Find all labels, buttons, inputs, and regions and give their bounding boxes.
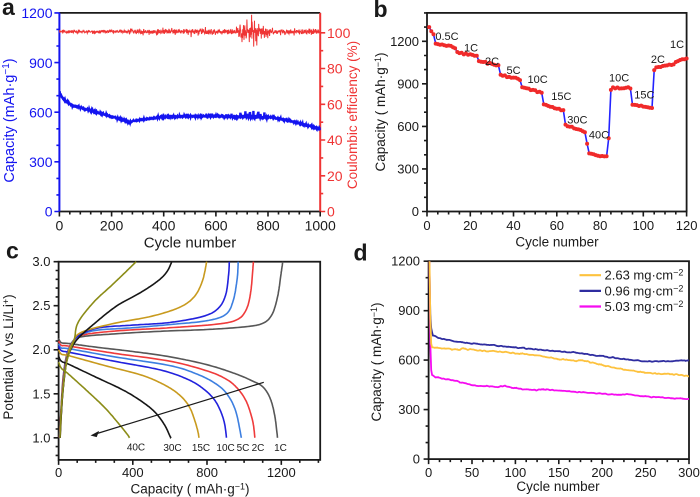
svg-text:0: 0 [413, 452, 420, 467]
svg-text:0: 0 [423, 218, 430, 233]
svg-text:Capacity ( mAh·g−1): Capacity ( mAh·g−1) [369, 302, 384, 421]
svg-text:600: 600 [397, 119, 419, 134]
svg-text:2.5: 2.5 [32, 298, 50, 313]
svg-text:Capacity (mAh·g−1): Capacity (mAh·g−1) [1, 58, 18, 182]
svg-text:5.03 mg·cm−2: 5.03 mg·cm−2 [605, 299, 684, 314]
svg-text:100: 100 [505, 465, 527, 480]
svg-text:10C: 10C [216, 443, 234, 454]
svg-text:300: 300 [397, 162, 419, 177]
svg-text:2.0: 2.0 [32, 342, 50, 357]
svg-text:900: 900 [29, 55, 53, 71]
svg-text:10C: 10C [609, 73, 629, 85]
svg-text:600: 600 [398, 353, 420, 368]
svg-text:20: 20 [327, 168, 343, 184]
svg-text:0.96 mg·cm−2: 0.96 mg·cm−2 [605, 283, 684, 298]
svg-text:50: 50 [465, 465, 479, 480]
svg-text:1000: 1000 [305, 218, 336, 234]
svg-text:0: 0 [55, 465, 62, 480]
svg-text:0: 0 [425, 465, 432, 480]
svg-text:Capacity ( mAh·g−1): Capacity ( mAh·g−1) [373, 52, 388, 171]
svg-text:60: 60 [550, 218, 564, 233]
svg-text:5C: 5C [506, 65, 520, 77]
svg-text:40: 40 [506, 218, 520, 233]
svg-text:15C: 15C [192, 443, 210, 454]
svg-text:200: 200 [100, 218, 124, 234]
svg-text:600: 600 [29, 104, 53, 120]
svg-text:5C: 5C [237, 443, 250, 454]
svg-text:2.63 mg·cm−2: 2.63 mg·cm−2 [605, 268, 684, 283]
svg-text:900: 900 [397, 76, 419, 91]
svg-text:300: 300 [29, 154, 53, 170]
svg-text:Cycle number: Cycle number [144, 235, 237, 252]
svg-text:1C: 1C [670, 39, 684, 51]
svg-text:1.5: 1.5 [32, 386, 50, 401]
svg-text:60: 60 [327, 96, 343, 112]
svg-text:2C: 2C [651, 54, 665, 66]
svg-text:b: b [374, 0, 388, 22]
svg-text:40: 40 [327, 132, 343, 148]
svg-text:a: a [2, 0, 15, 20]
svg-text:0: 0 [412, 204, 419, 219]
svg-text:80: 80 [593, 218, 607, 233]
svg-text:40C: 40C [589, 130, 609, 142]
svg-text:1200: 1200 [390, 34, 419, 49]
svg-text:30C: 30C [567, 115, 587, 127]
svg-text:400: 400 [122, 465, 144, 480]
svg-text:80: 80 [327, 61, 343, 77]
svg-text:1C: 1C [274, 443, 287, 454]
svg-text:800: 800 [256, 218, 280, 234]
svg-text:250: 250 [635, 465, 657, 480]
svg-text:0.5C: 0.5C [435, 31, 458, 43]
svg-text:1200: 1200 [267, 465, 296, 480]
svg-text:2C: 2C [485, 56, 499, 68]
svg-text:600: 600 [204, 218, 228, 234]
svg-text:150: 150 [548, 465, 570, 480]
svg-text:0: 0 [56, 218, 64, 234]
svg-text:1.0: 1.0 [32, 430, 50, 445]
svg-text:800: 800 [196, 465, 218, 480]
svg-text:15C: 15C [634, 90, 654, 102]
svg-text:20: 20 [463, 218, 477, 233]
svg-text:1C: 1C [464, 43, 478, 55]
svg-text:900: 900 [398, 303, 420, 318]
svg-text:300: 300 [678, 465, 700, 480]
svg-text:c: c [6, 238, 19, 264]
svg-text:100: 100 [327, 25, 351, 41]
svg-text:0: 0 [45, 204, 53, 220]
svg-text:3.0: 3.0 [32, 254, 50, 269]
svg-text:Coulombic efficiency (%): Coulombic efficiency (%) [345, 41, 360, 189]
svg-text:Capacity ( mAh·g−1): Capacity ( mAh·g−1) [130, 482, 249, 497]
svg-text:100: 100 [632, 218, 654, 233]
svg-text:Cycle number: Cycle number [515, 235, 599, 250]
svg-text:Cycle number: Cycle number [516, 479, 600, 494]
svg-text:120: 120 [676, 218, 698, 233]
svg-text:1200: 1200 [391, 254, 420, 269]
svg-text:0: 0 [327, 204, 335, 220]
svg-text:10C: 10C [528, 74, 548, 86]
svg-text:400: 400 [152, 218, 176, 234]
svg-text:30C: 30C [163, 443, 181, 454]
svg-text:1200: 1200 [21, 5, 52, 21]
svg-text:300: 300 [398, 402, 420, 417]
svg-text:40C: 40C [127, 443, 145, 454]
svg-text:2C: 2C [252, 443, 265, 454]
svg-text:d: d [354, 240, 368, 266]
svg-text:200: 200 [591, 465, 613, 480]
svg-text:Potential (V vs Li/Li+): Potential (V vs Li/Li+) [1, 294, 16, 419]
svg-text:15C: 15C [551, 91, 571, 103]
